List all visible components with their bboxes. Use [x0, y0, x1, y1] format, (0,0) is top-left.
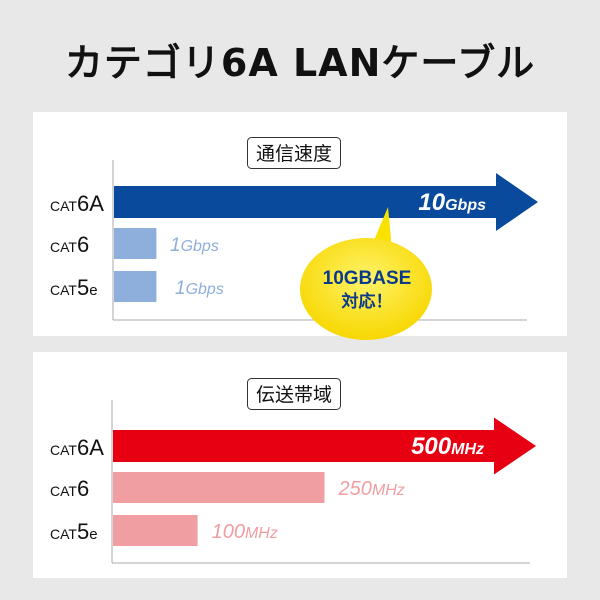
category-prefix: CAT	[50, 239, 77, 255]
category-prefix: CAT	[50, 483, 77, 499]
data-label: 500MHz	[411, 433, 484, 460]
data-label-number: 100	[212, 521, 245, 543]
bar-CAT5e	[113, 515, 198, 546]
chart-title-box	[247, 137, 341, 169]
data-label: 100MHz	[212, 521, 278, 543]
data-label-number: 1	[175, 278, 186, 299]
bar-CAT5e	[114, 271, 157, 302]
data-label-number: 10	[418, 189, 445, 216]
category-label: CAT5e	[50, 519, 98, 544]
category-suffix: 5	[77, 519, 89, 544]
category-label: CAT6	[50, 232, 89, 257]
data-label: 10Gbps	[418, 189, 486, 216]
bar-CAT6	[114, 228, 157, 259]
category-suffix-e: e	[89, 526, 97, 543]
chart-title: 通信速度	[256, 143, 332, 165]
callout-line1: 10GBASE	[323, 268, 412, 289]
category-prefix: CAT	[50, 442, 77, 458]
category-suffix-e: e	[89, 282, 97, 299]
data-label: 1Gbps	[175, 278, 224, 299]
category-label: CAT6A	[50, 435, 104, 460]
category-label: CAT5e	[50, 275, 98, 300]
bar-arrow-CAT6A	[113, 417, 536, 475]
category-suffix: 6	[77, 476, 89, 501]
data-label-unit: MHz	[245, 525, 278, 542]
category-suffix: 6	[77, 232, 89, 257]
chart-title: 伝送帯域	[256, 384, 332, 406]
category-prefix: CAT	[50, 282, 77, 298]
category-prefix: CAT	[50, 198, 77, 214]
page-title: カテゴリ6A LANケーブル	[64, 41, 536, 85]
data-label-number: 250	[338, 478, 372, 500]
chart-title-box	[247, 378, 341, 410]
data-label-unit: Gbps	[186, 281, 224, 298]
data-label-unit: MHz	[451, 441, 484, 458]
data-label-number: 1	[170, 235, 181, 256]
category-label: CAT6	[50, 476, 89, 501]
data-label: 1Gbps	[170, 235, 219, 256]
category-label: CAT6A	[50, 191, 104, 216]
data-label-unit: Gbps	[445, 197, 486, 214]
bar-arrow-CAT6A	[114, 173, 538, 231]
category-suffix: 5	[77, 275, 89, 300]
data-label-number: 500	[411, 433, 452, 460]
data-label-unit: Gbps	[181, 238, 219, 255]
category-prefix: CAT	[50, 526, 77, 542]
data-label: 250MHz	[338, 478, 405, 500]
data-label-unit: MHz	[372, 482, 405, 499]
bar-CAT6	[113, 472, 325, 503]
callout-ellipse	[300, 238, 432, 340]
callout-line2: 対応！	[341, 291, 393, 311]
category-suffix: 6A	[77, 191, 104, 216]
category-suffix: 6A	[77, 435, 104, 460]
